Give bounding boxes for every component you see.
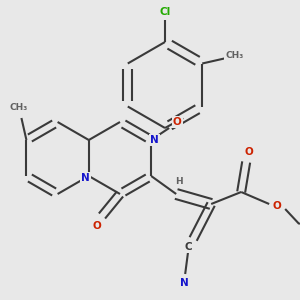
Text: CH₃: CH₃	[225, 51, 243, 60]
Text: N: N	[150, 135, 159, 145]
Text: O: O	[273, 201, 282, 211]
Text: C: C	[184, 242, 192, 252]
Text: O: O	[173, 117, 182, 127]
Text: N: N	[81, 173, 90, 183]
Text: N: N	[180, 278, 189, 288]
Text: Cl: Cl	[159, 7, 171, 17]
Text: CH₃: CH₃	[9, 103, 28, 112]
Text: O: O	[93, 221, 101, 231]
Text: H: H	[176, 178, 183, 187]
Text: O: O	[245, 147, 254, 157]
